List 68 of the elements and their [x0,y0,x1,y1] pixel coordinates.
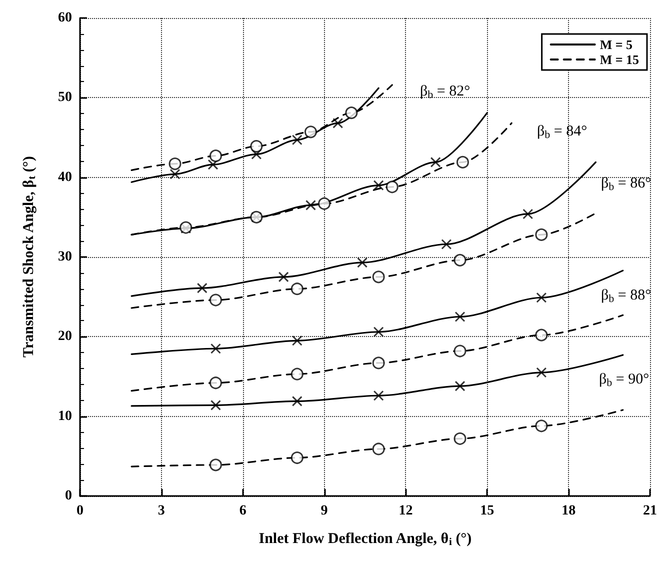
point [456,156,469,168]
x-tick-label: 9 [320,504,328,518]
point [290,452,304,464]
point [278,272,289,282]
line-series [130,161,597,297]
x-tick-label: 3 [158,504,165,518]
point [441,239,452,250]
point [305,200,316,210]
y-axis-title: Transmitted Shock Angle, βt (°) [21,156,38,358]
point [292,134,302,146]
y-tick-label: 60 [58,10,72,26]
point [454,432,466,445]
y-tick-label: 0 [65,488,72,504]
line-series [130,212,597,309]
point [209,458,222,472]
point [386,180,398,194]
point [536,292,547,303]
line-series [130,314,624,392]
y-tick-label: 50 [58,90,72,106]
point [208,159,218,170]
x-tick-label: 0 [76,504,84,518]
point [209,376,222,390]
point [454,344,466,358]
point [372,270,385,284]
point [209,150,222,162]
point [292,396,302,406]
x-tick-label: 21 [643,504,657,518]
point [454,254,466,266]
point [536,367,547,378]
y-tick-label: 40 [58,170,72,185]
point [196,282,208,294]
point [535,228,548,241]
y-tick-label: 30 [58,250,72,264]
point [345,106,358,120]
line-series [130,270,624,355]
point [535,420,548,432]
point [454,312,466,322]
point [430,156,441,168]
y-tick-label: 10 [58,408,72,424]
legend-label: M = 15 [600,52,640,67]
point [210,400,221,410]
point [290,368,304,380]
x-tick-label: 18 [562,504,576,518]
point [373,180,384,191]
point [373,390,384,401]
point [357,257,368,268]
point [522,208,534,220]
point [372,442,385,456]
point [454,380,466,392]
point [168,158,182,170]
point [292,335,302,346]
legend-label: M = 5 [600,37,633,52]
point [332,118,344,128]
point [373,326,384,338]
point [170,168,180,180]
point [535,328,548,342]
point [251,148,262,160]
x-tick-label: 6 [239,504,246,518]
point [290,282,304,296]
point [250,140,263,153]
point [210,343,221,354]
x-tick-label: 12 [398,504,413,518]
point [372,356,385,370]
x-tick-label: 15 [480,504,494,518]
point [209,294,222,306]
point [318,197,331,210]
point [304,126,317,138]
y-tick-label: 20 [58,329,72,344]
